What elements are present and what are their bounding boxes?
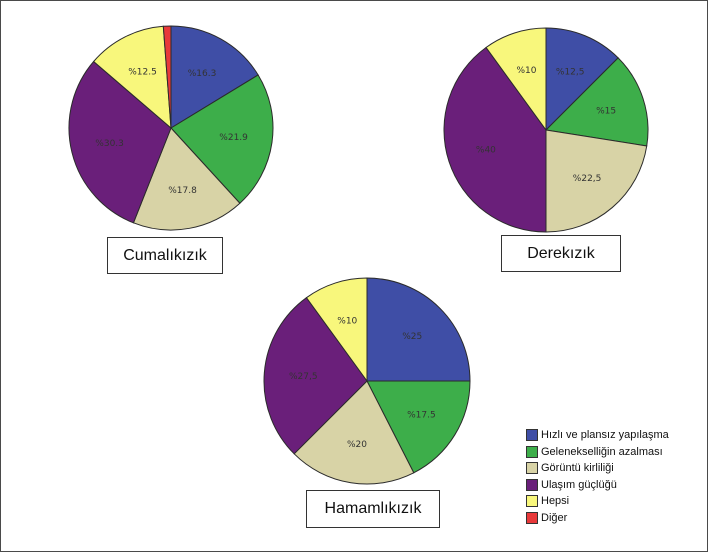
data-label-derekizik-2: %22,5 [573,174,602,184]
data-label-hamamlikizik-3: %27,5 [289,372,318,382]
data-label-cumalikizik-2: %17.8 [168,186,197,196]
pie-slice-hamamlikizik-4 [305,277,368,383]
data-label-hamamlikizik-0: %25 [402,332,422,342]
pie-slice-cumalikizik-0 [170,25,259,129]
pie-slice-cumalikizik-3 [68,60,172,224]
pie-slice-derekizik-2 [545,129,648,233]
legend-swatch [526,511,538,524]
pie-slice-hamamlikizik-1 [366,380,471,474]
legend-item: Görüntü kirliliği [526,460,669,477]
data-label-hamamlikizik-4: %10 [337,316,357,326]
legend-label: Diğer [541,511,568,524]
pie-slice-cumalikizik-5 [162,25,172,129]
data-label-cumalikizik-4: %12.5 [128,68,157,78]
pie-slice-hamamlikizik-0 [366,277,471,382]
pie-slice-derekizik-1 [544,57,649,147]
legend-item: Hepsi [526,493,669,510]
pie-slice-derekizik-4 [485,27,547,132]
legend-item: Gelenekselliğin azalması [526,444,669,461]
legend-swatch [526,462,538,475]
pie-slice-hamamlikizik-2 [293,380,415,485]
data-label-cumalikizik-0: %16.3 [188,69,217,79]
pie-slice-cumalikizik-2 [132,127,241,231]
legend-item: Diğer [526,510,669,527]
data-label-hamamlikizik-2: %20 [347,440,367,450]
legend-label: Hızlı ve plansız yapılaşma [541,429,669,442]
data-label-cumalikizik-3: %30.3 [95,139,124,149]
legend-label: Ulaşım güçlüğü [541,478,617,491]
pie-title-derekizik: Derekızık [501,235,621,272]
data-label-hamamlikizik-1: %17.5 [407,410,436,420]
data-label-derekizik-3: %40 [476,146,496,156]
pie-slice-derekizik-3 [443,46,547,233]
pie-slice-hamamlikizik-3 [263,296,368,455]
pie-slice-derekizik-0 [545,27,619,132]
legend-swatch [526,478,538,491]
data-label-derekizik-4: %10 [516,66,536,76]
legend-item: Ulaşım güçlüğü [526,477,669,494]
legend-label: Gelenekselliğin azalması [541,445,663,458]
pie-title-cumalikizik: Cumalıkızık [107,237,223,274]
legend: Hızlı ve plansız yapılaşma Gelenekselliğ… [526,427,669,526]
data-label-derekizik-1: %15 [596,107,616,117]
legend-swatch [526,445,538,458]
pie-title-hamamlikizik: Hamamlıkızık [306,490,440,528]
data-label-derekizik-0: %12,5 [556,68,585,78]
data-label-cumalikizik-1: %21.9 [219,133,248,143]
legend-swatch [526,495,538,508]
legend-label: Hepsi [541,495,570,508]
legend-swatch [526,429,538,442]
pie-slice-cumalikizik-1 [170,74,274,204]
legend-item: Hızlı ve plansız yapılaşma [526,427,669,444]
pie-slice-cumalikizik-4 [92,25,172,130]
legend-label: Görüntü kirliliği [541,462,614,475]
